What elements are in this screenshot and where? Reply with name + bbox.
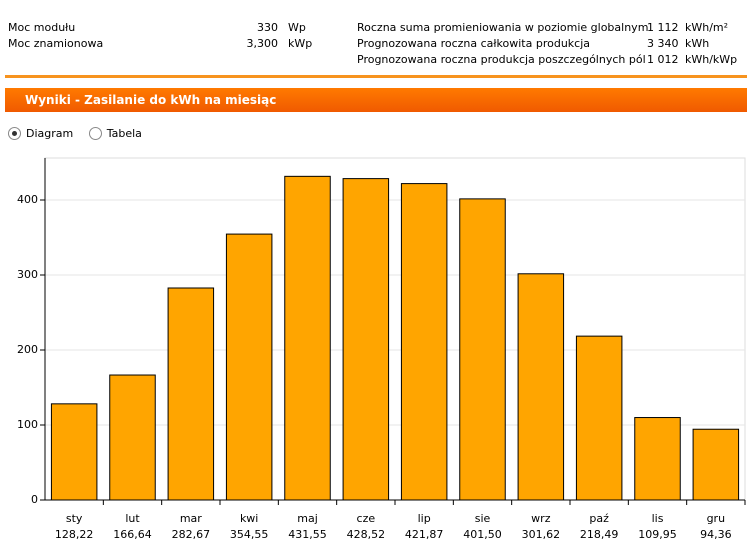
info-label: Prognozowana roczna całkowita produkcja — [357, 37, 591, 50]
info-row: Moc znamionowa 3,300 kWp — [8, 36, 312, 52]
y-tick-label: 0 — [31, 493, 38, 506]
bar — [109, 374, 156, 501]
info-value: 1 112 — [647, 21, 679, 34]
x-tick-label: lut — [125, 512, 140, 525]
value-label: 128,22 — [55, 528, 94, 541]
radio-dot[interactable] — [88, 127, 102, 140]
info-value: 3,300 — [246, 37, 279, 50]
value-label: 166,64 — [113, 528, 152, 541]
plot-area — [44, 157, 746, 501]
info-value: 1 012 — [647, 53, 679, 66]
divider — [5, 75, 747, 78]
value-label: 431,55 — [288, 528, 327, 541]
bar — [575, 335, 623, 501]
y-tick-label: 300 — [17, 268, 38, 281]
value-label: 218,49 — [580, 528, 619, 541]
radio-diagram[interactable]: Diagram — [8, 127, 73, 140]
x-tick-label: paź — [589, 512, 609, 525]
bar — [692, 428, 740, 501]
bar — [167, 287, 215, 501]
info-row: Prognozowana roczna całkowita produkcja 3… — [357, 36, 737, 52]
info-right: Roczna suma promieniowania w poziomie gl… — [357, 20, 737, 68]
x-tick-label: cze — [357, 512, 376, 525]
info-unit: kWh/kWp — [685, 53, 738, 66]
x-tick-label: lip — [418, 512, 431, 525]
info-label: Roczna suma promieniowania w poziomie gl… — [357, 21, 649, 34]
info-label: Prognozowana roczna produkcja poszczegól… — [357, 53, 646, 66]
info-label: Moc znamionowa — [8, 37, 104, 50]
info-value: 3 340 — [647, 37, 679, 50]
section-title: Wyniki - Zasilanie do kWh na miesiąc — [5, 88, 747, 112]
chart: 0 100 200 300 400 sty 128,22 lut 166,64 mar 282,67… — [17, 157, 746, 541]
radio-label: Tabela — [106, 127, 142, 140]
info-unit: Wp — [288, 21, 306, 34]
bar — [225, 233, 273, 501]
x-tick-label: gru — [707, 512, 725, 525]
y-tick-label: 200 — [17, 343, 38, 356]
value-label: 301,62 — [522, 528, 561, 541]
bar — [400, 183, 448, 501]
value-label: 401,50 — [463, 528, 502, 541]
info-label: Moc modułu — [8, 21, 76, 34]
bar — [342, 178, 390, 501]
value-label: 354,55 — [230, 528, 269, 541]
value-label: 94,36 — [700, 528, 732, 541]
x-tick-label: mar — [180, 512, 202, 525]
x-tick-label: kwi — [240, 512, 258, 525]
info-unit: kWh/m² — [685, 21, 729, 34]
value-label: 282,67 — [172, 528, 211, 541]
bar — [517, 273, 565, 501]
bar — [634, 417, 681, 501]
x-tick-label: wrz — [531, 512, 551, 525]
x-tick-label: sie — [475, 512, 491, 525]
bar — [459, 198, 506, 501]
x-tick-label: maj — [297, 512, 318, 525]
info-row: Prognozowana roczna produkcja poszczegól… — [357, 52, 737, 68]
value-label: 109,95 — [638, 528, 677, 541]
info-row: Roczna suma promieniowania w poziomie gl… — [357, 20, 737, 36]
value-label: 428,52 — [347, 528, 386, 541]
radio-label: Diagram — [26, 127, 74, 140]
info-row: Moc modułu 330 Wp — [8, 20, 312, 36]
y-tick-label: 400 — [17, 193, 38, 206]
info-left: Moc modułu 330 Wp Moc znamionowa 3,300 kWp — [8, 20, 312, 52]
info-value: 330 — [257, 21, 278, 34]
x-tick-label: lis — [652, 512, 664, 525]
info-unit: kWh — [685, 37, 710, 50]
radio-dot[interactable] — [8, 127, 21, 140]
info-unit: kWp — [288, 37, 313, 50]
value-label: 421,87 — [405, 528, 444, 541]
y-tick-label: 100 — [17, 418, 38, 431]
bar — [50, 403, 98, 501]
bar — [284, 175, 331, 501]
view-options: Diagram Tabela — [8, 127, 154, 143]
x-tick-label: sty — [66, 512, 83, 525]
radio-table[interactable]: Tabela — [88, 127, 142, 140]
